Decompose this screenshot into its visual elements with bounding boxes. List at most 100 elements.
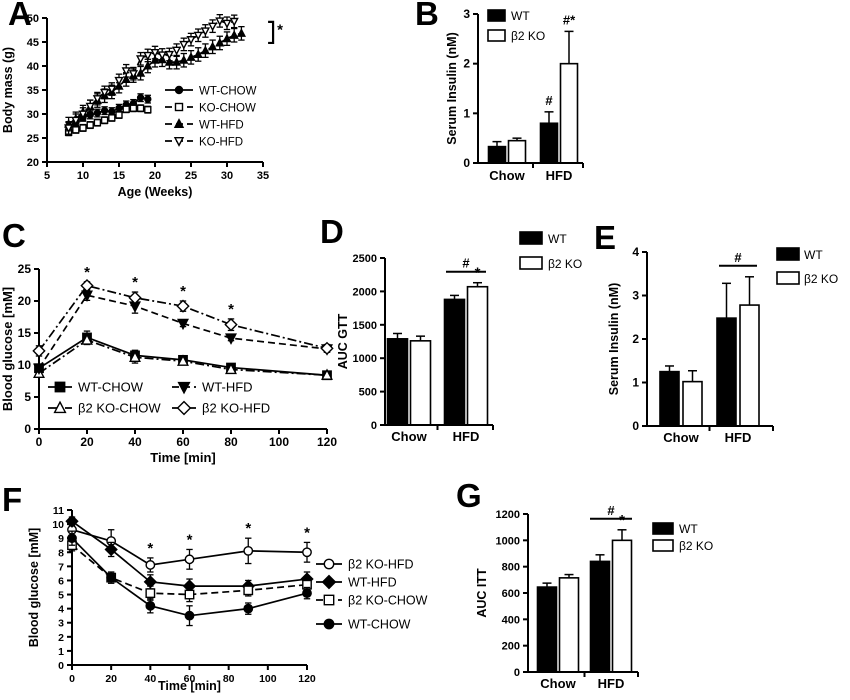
legend-swatch: [519, 256, 543, 270]
y-tick-label: 10: [18, 358, 32, 372]
circle-marker: [100, 106, 109, 115]
triangle-down-marker: [186, 36, 196, 45]
x-tick-label: 20: [80, 435, 94, 449]
legend: WT β2 KO: [519, 231, 582, 271]
diamond-marker: [176, 299, 190, 313]
triangle-up-marker: [177, 354, 189, 366]
x-tick-label: 35: [257, 170, 269, 182]
circle-marker: [243, 603, 254, 614]
significance-bracket: [268, 20, 275, 45]
legend-label: β2 KO: [548, 257, 582, 271]
y-tick-label: 2500: [353, 253, 377, 265]
panel-label-b: B: [415, 0, 439, 32]
triangle-down-marker: [107, 85, 117, 95]
y-tick-label: 7: [58, 561, 64, 573]
square-marker: [144, 105, 152, 114]
x-tick-label: 30: [221, 170, 233, 182]
series-β2 KO-HFD: [32, 278, 334, 358]
triangle-down-marker: [157, 51, 167, 61]
significance-star: *: [147, 540, 153, 557]
diamond-marker: [104, 542, 118, 557]
legend-swatch: [776, 247, 800, 261]
square-marker: [184, 589, 195, 600]
triangle-up-marker: [143, 60, 153, 70]
triangle-down-marker: [225, 333, 237, 345]
y-tick-label: 4: [58, 604, 64, 616]
triangle-down-marker: [177, 381, 191, 395]
y-tick-label: 600: [502, 588, 520, 600]
triangle-up-marker: [207, 41, 218, 51]
triangle-up-marker: [193, 49, 203, 59]
legend-label: KO-CHOW: [199, 103, 256, 115]
legend-swatch: [652, 522, 674, 535]
panel-b-serum-insulin-chart: 0 1 2 3 Chow HFD Serum Insulin (nM) WT β2 KO # #*: [445, 7, 584, 183]
significance-mark: *: [475, 265, 481, 282]
significance-star: *: [245, 520, 251, 537]
triangle-down-marker: [63, 124, 74, 134]
y-tick-label: 3: [58, 618, 64, 630]
y-tick-label: 2: [632, 332, 639, 346]
y-tick-label: 5: [24, 390, 31, 404]
square-marker: [115, 111, 123, 119]
triangle-up-marker: [225, 362, 237, 375]
y-tick-label: 4: [632, 245, 639, 259]
legend-label: β2 KO-HFD: [348, 558, 414, 572]
significance-mark: #: [607, 503, 615, 518]
legend-label: WT-CHOW: [199, 86, 257, 98]
bar: [611, 539, 633, 673]
y-tick-label: 0: [58, 660, 64, 672]
x-tick-label: 20: [149, 170, 161, 182]
square-marker: [122, 105, 130, 113]
significance-mark: #: [734, 250, 742, 265]
legend-label: KO-HFD: [199, 137, 243, 149]
series-WT-CHOW: [67, 530, 312, 627]
x-tick-label: 0: [36, 435, 43, 449]
triangle-up-marker: [81, 333, 93, 345]
bar: [443, 298, 466, 426]
triangle-down-marker: [164, 50, 175, 60]
x-tick-label: 80: [224, 435, 238, 449]
circle-marker: [145, 600, 156, 611]
triangle-up-marker: [150, 54, 160, 64]
bar: [386, 338, 409, 426]
y-tick-label: 6: [58, 575, 64, 587]
y-tick-label: 1200: [496, 509, 520, 521]
triangle-up-marker: [321, 368, 333, 380]
bar: [559, 62, 579, 164]
circle-marker: [115, 104, 123, 112]
panel-g-auc-itt-chart: 0 200 400 600 800 1000 1200 Chow HFD AUC ITT WT β2 …: [475, 503, 713, 691]
legend-label: β2 KO: [511, 29, 545, 43]
significance-star: *: [277, 21, 283, 38]
bar-series-β2 KO: [409, 281, 489, 426]
diamond-marker: [128, 291, 142, 305]
circle-marker: [184, 554, 195, 565]
category-label: Chow: [540, 676, 576, 691]
circle-marker: [106, 572, 117, 583]
triangle-down-marker: [114, 76, 124, 86]
x-tick-label: 0: [69, 673, 75, 685]
panel-c-gtt-chart: 0 5 10 15 20 25 0 20 40 60 80 100 120 Blood glucose […: [0, 262, 337, 465]
panel-label-e: E: [594, 219, 617, 256]
y-tick-label: 25: [18, 262, 32, 276]
significance-mark: *: [619, 512, 625, 529]
bar-series-WT: [659, 282, 737, 427]
legend-label: β2 KO-CHOW: [78, 401, 161, 416]
circle-marker: [67, 533, 77, 544]
bar-series-β2 KO: [507, 30, 579, 164]
significance-star: *: [132, 274, 138, 291]
legend-label: WT-HFD: [348, 576, 397, 590]
panel-label-d: D: [320, 213, 344, 250]
legend-swatch: [487, 9, 506, 22]
triangle-down-marker: [143, 51, 153, 61]
y-tick-label: 1: [632, 376, 639, 390]
triangle-down-marker: [215, 17, 225, 27]
triangle-down-marker: [173, 136, 185, 147]
bar: [739, 304, 760, 427]
square-marker: [129, 104, 138, 112]
legend-label: WT-HFD: [202, 380, 253, 395]
bar-series-WT: [536, 554, 611, 673]
circle-marker: [323, 558, 335, 570]
y-tick-label: 10: [52, 519, 64, 531]
legend-label: WT-CHOW: [348, 618, 411, 632]
legend-swatch: [519, 231, 543, 245]
